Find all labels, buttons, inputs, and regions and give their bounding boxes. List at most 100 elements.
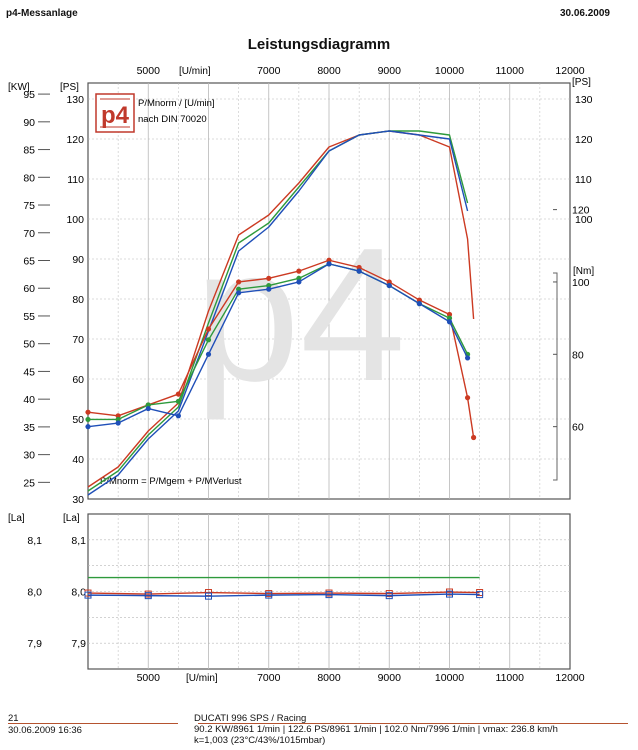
lambda-marker-blue (476, 591, 484, 599)
torque-point-red (266, 275, 272, 281)
la-tick-left: 8,0 (27, 587, 42, 599)
footer-results: 90.2 KW/8961 1/min | 122.6 PS/8961 1/min… (194, 724, 558, 735)
lambda-marker-blue (446, 590, 453, 598)
watermark-logo: p4 (194, 209, 405, 421)
nm-tick: 60 (572, 422, 584, 434)
power-line-green (87, 130, 469, 492)
formula-label: P/Mnorm = P/Mgem + P/MVerlust (100, 476, 242, 487)
la-inner-label: [La] (63, 513, 80, 524)
lower-series (84, 576, 484, 600)
torque-point-green (266, 282, 272, 289)
upper-series (85, 130, 477, 496)
x-tick-bottom: 12000 (555, 672, 584, 684)
lambda-marker-blue (325, 591, 333, 599)
x-tick-top: 9000 (378, 65, 402, 77)
rpm-top-label: [U/min] (179, 66, 211, 77)
ps-left-tick: 50 (72, 414, 84, 426)
ps-left-tick: 40 (72, 454, 84, 466)
nm-tick: 120 (572, 205, 590, 217)
header-date: 30.06.2009 (559, 8, 610, 19)
torque-point-red (446, 311, 453, 318)
torque-point-red (356, 264, 362, 271)
torque-point-green (145, 402, 151, 408)
footer-rule-right (198, 723, 628, 724)
torque-point-blue (175, 413, 181, 419)
torque-point-blue (464, 355, 471, 361)
lambda-line-red (87, 591, 480, 595)
chart-title: Leistungsdiagramm (247, 36, 391, 53)
torque-point-red (296, 268, 302, 274)
upper-grid (88, 83, 570, 499)
kw-tick: 95 (23, 89, 35, 101)
power-line-red (87, 130, 475, 488)
footer-rule-left (8, 723, 178, 724)
ps-right-tick: 110 (575, 174, 592, 186)
kw-tick: 70 (23, 228, 35, 240)
ps-right-axis-label: [PS] (572, 77, 591, 88)
ps-left-tick: 60 (72, 374, 84, 386)
legend-line-1: P/Mnorm / [U/min] (138, 98, 215, 109)
x-tick-top: 11000 (496, 65, 525, 77)
rpm-bottom-label: [U/min] (186, 673, 218, 684)
torque-point-blue (85, 424, 91, 430)
ps-left-tick: 70 (72, 334, 84, 346)
torque-point-red (464, 395, 471, 401)
p4-logo: p4 (95, 93, 135, 133)
lambda-marker-blue (144, 592, 152, 600)
x-tick-bottom: 5000 (137, 672, 161, 684)
torque-point-green (115, 416, 121, 423)
x-tick-bottom: 7000 (257, 672, 281, 684)
torque-point-blue (145, 405, 151, 412)
x-tick-top: 7000 (257, 65, 281, 77)
x-tick-bottom: 11000 (496, 672, 525, 684)
lambda-marker-blue (84, 591, 92, 599)
kw-tick: 55 (23, 311, 35, 323)
nm-tick: 80 (572, 349, 584, 361)
torque-point-red (175, 391, 181, 397)
lower-tick-labels: 5000 7000 8000 9000 10000 11000 12000 8,1 8,1 8,0… (27, 535, 584, 684)
x-tick-bottom: 9000 (378, 672, 402, 684)
legend-line-2: nach DIN 70020 (138, 114, 207, 125)
torque-point-red (85, 409, 91, 415)
kw-tick: 35 (23, 422, 35, 434)
lambda-marker-blue (385, 592, 393, 600)
torque-point-blue (266, 286, 272, 292)
kw-tick: 75 (23, 200, 35, 212)
kw-tick: 50 (23, 339, 35, 351)
la-left-label: [La] (8, 513, 25, 524)
torque-point-blue (356, 268, 362, 274)
x-tick-top: 10000 (435, 65, 464, 77)
ps-left-tick: 120 (66, 134, 84, 146)
torque-point-blue (416, 301, 422, 307)
torque-point-blue (236, 290, 242, 296)
x-tick-bottom: 10000 (435, 672, 464, 684)
ps-left-tick: 130 (66, 94, 84, 106)
kw-tick: 45 (23, 366, 35, 378)
x-tick-top: 12000 (555, 65, 584, 77)
torque-point-red (205, 326, 212, 332)
ps-left-tick: 90 (72, 254, 84, 266)
torque-point-green (205, 337, 212, 343)
upper-tick-labels: 5000 7000 8000 9000 10000 11000 12000 95 90 85 80 7… (23, 65, 592, 506)
torque-point-blue (205, 351, 212, 357)
kw-axis-label: [KW] (8, 82, 30, 93)
torque-point-blue (446, 319, 453, 325)
torque-point-red (471, 434, 477, 441)
x-tick-top: 8000 (317, 65, 341, 77)
torque-point-green (175, 398, 181, 404)
footer-index: 21 (8, 713, 19, 724)
kw-tick: 30 (23, 450, 35, 462)
torque-point-red (416, 297, 422, 303)
torque-line-blue (87, 263, 469, 428)
footer: 21 30.06.2009 16:36 DUCATI 996 SPS / Rac… (8, 713, 633, 750)
torque-point-blue (326, 261, 332, 267)
la-tick-inner: 8,0 (71, 587, 86, 599)
kw-tick: 25 (23, 477, 35, 489)
torque-point-green (85, 416, 91, 423)
ps-left-tick: 80 (72, 294, 84, 306)
lambda-line-blue (87, 593, 480, 597)
ps-left-tick: 100 (66, 214, 84, 226)
kw-tick: 65 (23, 255, 35, 267)
nm-axis-label: [Nm] (573, 266, 594, 277)
footer-datetime: 30.06.2009 16:36 (8, 725, 82, 736)
